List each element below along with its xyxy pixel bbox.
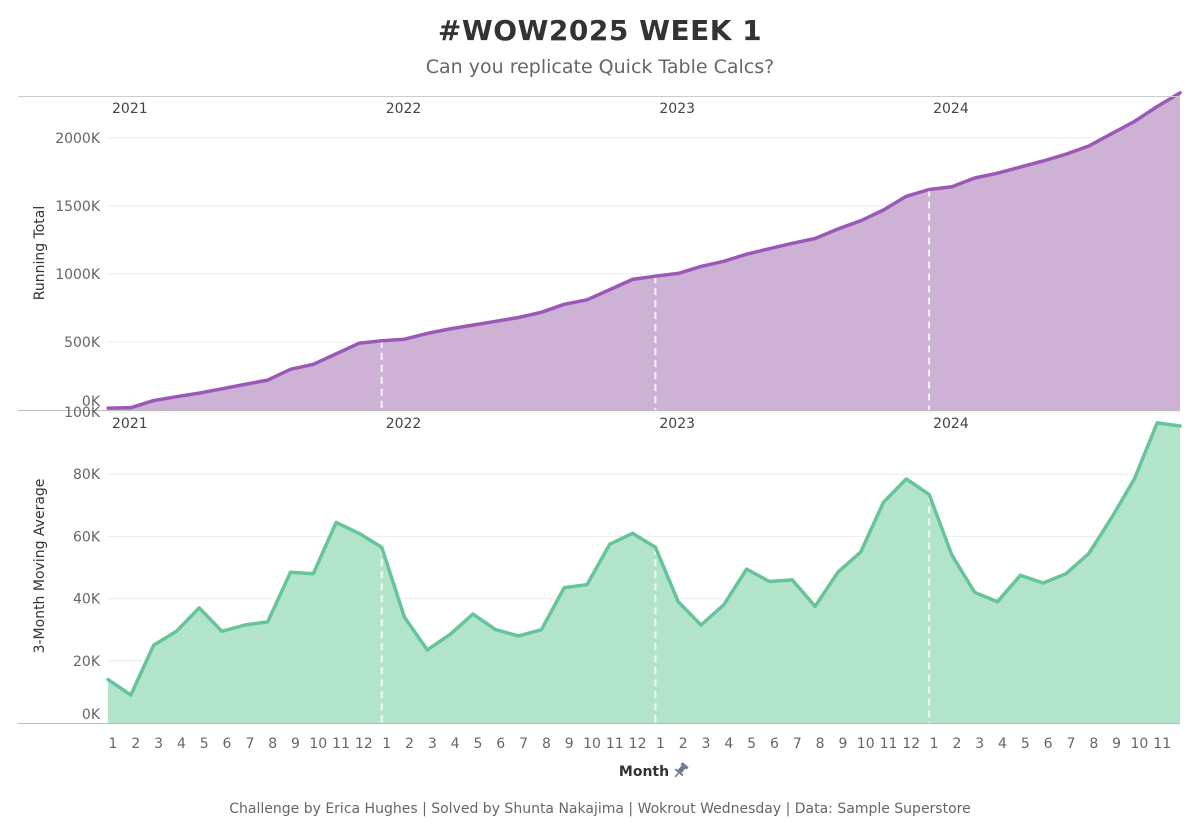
moving-average-y-tick-label: 100K — [64, 405, 101, 421]
x-tick-label: 12 — [902, 736, 920, 752]
x-tick-label: 7 — [793, 736, 802, 752]
x-tick-label: 12 — [355, 736, 373, 752]
x-tick-label: 9 — [1112, 736, 1121, 752]
x-tick-label: 1 — [109, 736, 118, 752]
moving-average-year-label: 2022 — [386, 416, 422, 432]
running-total-y-tick-label: 1000K — [55, 267, 101, 283]
running-total-year-label: 2024 — [933, 101, 969, 117]
x-tick-label: 8 — [268, 736, 277, 752]
x-tick-label: 5 — [1021, 736, 1030, 752]
x-tick-label: 11 — [332, 736, 350, 752]
moving-average-area — [108, 422, 1180, 723]
running-total-year-label: 2023 — [659, 101, 695, 117]
x-axis-title: Month — [619, 764, 669, 780]
x-tick-label: 6 — [496, 736, 505, 752]
x-tick-label: 5 — [473, 736, 482, 752]
moving-average-year-label: 2024 — [933, 416, 969, 432]
moving-average-y-tick-label: 60K — [73, 529, 101, 545]
pin-icon-part — [674, 772, 680, 778]
x-tick-label: 6 — [1044, 736, 1053, 752]
pin-icon-part — [674, 768, 684, 777]
x-tick-label: 2 — [679, 736, 688, 752]
x-tick-label: 2 — [131, 736, 140, 752]
running-total-year-label: 2021 — [112, 101, 148, 117]
x-tick-label: 10 — [309, 736, 327, 752]
x-tick-label: 6 — [770, 736, 779, 752]
x-tick-label: 3 — [702, 736, 711, 752]
x-tick-label: 11 — [1153, 736, 1171, 752]
x-tick-label: 10 — [1130, 736, 1148, 752]
moving-average-y-axis-title: 3-Month Moving Average — [32, 479, 48, 654]
x-tick-label: 3 — [428, 736, 437, 752]
x-tick-label: 10 — [583, 736, 601, 752]
moving-average-year-label: 2023 — [659, 416, 695, 432]
pin-icon-part — [680, 762, 689, 770]
x-tick-label: 7 — [1067, 736, 1076, 752]
x-tick-label: 7 — [519, 736, 528, 752]
running-total-y-tick-label: 0K — [82, 394, 101, 410]
running-total-y-tick-label: 2000K — [55, 131, 101, 147]
moving-average-y-tick-label: 20K — [73, 654, 101, 670]
x-tick-label: 3 — [975, 736, 984, 752]
x-tick-label: 11 — [880, 736, 898, 752]
x-tick-label: 2 — [405, 736, 414, 752]
x-tick-label: 8 — [542, 736, 551, 752]
x-tick-label: 2 — [952, 736, 961, 752]
pin-icon — [674, 762, 689, 778]
running-total-line — [106, 91, 1182, 410]
moving-average-year-label: 2021 — [112, 416, 148, 432]
x-tick-label: 7 — [245, 736, 254, 752]
x-tick-label: 4 — [177, 736, 186, 752]
moving-average-y-tick-label: 80K — [73, 467, 101, 483]
x-tick-label: 1 — [656, 736, 665, 752]
pin-icon-part — [677, 765, 686, 774]
x-tick-label: 3 — [154, 736, 163, 752]
x-tick-label: 10 — [857, 736, 875, 752]
x-tick-label: 1 — [930, 736, 939, 752]
x-tick-label: 12 — [629, 736, 647, 752]
x-tick-label: 4 — [451, 736, 460, 752]
x-tick-label: 8 — [816, 736, 825, 752]
x-tick-label: 5 — [200, 736, 209, 752]
x-tick-label: 9 — [291, 736, 300, 752]
x-tick-label: 8 — [1089, 736, 1098, 752]
running-total-year-label: 2022 — [386, 101, 422, 117]
x-tick-label: 9 — [565, 736, 574, 752]
running-total-y-tick-label: 500K — [64, 335, 101, 351]
moving-average-y-tick-label: 40K — [73, 592, 101, 608]
x-tick-label: 6 — [223, 736, 232, 752]
running-total-area — [108, 92, 1180, 411]
running-total-y-tick-label: 1500K — [55, 199, 101, 215]
chart-title: #WOW2025 WEEK 1 — [437, 14, 763, 47]
x-tick-label: 4 — [724, 736, 733, 752]
chart-subtitle: Can you replicate Quick Table Calcs? — [425, 56, 775, 78]
x-tick-label: 5 — [747, 736, 756, 752]
x-tick-label: 1 — [382, 736, 391, 752]
footer-credit: Challenge by Erica Hughes | Solved by Sh… — [229, 801, 971, 817]
x-tick-label: 11 — [606, 736, 624, 752]
x-tick-label: 9 — [838, 736, 847, 752]
moving-average-y-tick-label: 0K — [82, 707, 101, 723]
moving-average-line — [106, 421, 1182, 697]
x-tick-label: 4 — [998, 736, 1007, 752]
running-total-y-axis-title: Running Total — [32, 206, 48, 301]
